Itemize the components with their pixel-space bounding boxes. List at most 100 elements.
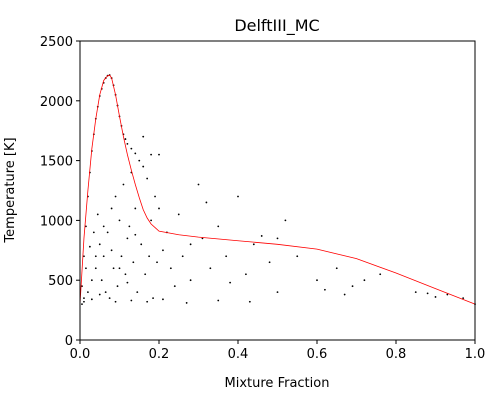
scatter-point [156,261,158,264]
scatter-point [158,207,160,210]
scatter-point [434,296,437,298]
scatter-point [90,279,93,282]
scatter-point [268,261,271,264]
scatter-point [142,165,145,168]
x-axis-label: Mixture Fraction [225,376,330,391]
y-tick-label: 0 [65,334,73,349]
scatter-point [102,255,105,258]
y-tick-label: 2500 [40,35,73,50]
scatter-point [126,142,129,145]
scatter-point [426,292,429,295]
scatter-point [154,195,156,198]
scatter-point [343,293,346,296]
scatter-point [83,297,85,300]
scatter-point [83,300,85,303]
scatter-point [237,195,239,198]
scatter-point [148,255,151,258]
scatter-point [104,291,107,294]
scatter-point [124,273,127,276]
scatter-point [110,249,113,252]
scatter-point [209,267,212,270]
scatter-point [136,291,139,294]
scatter-point [245,273,247,276]
scatter-point [90,298,93,301]
scatter-point [130,147,133,150]
line [79,74,476,305]
scatter-point [138,159,141,162]
scatter-point [118,219,121,222]
scatter-point [98,293,101,296]
scatter-point [217,299,220,302]
scatter-point [116,285,119,288]
y-tick-label: 1500 [40,155,73,170]
x-tick-label: 0.8 [386,347,407,362]
scatter-point [134,233,137,236]
scatter-point [100,279,103,282]
scatter-point [102,225,105,228]
scatter-point [85,225,87,228]
plot-frame [79,40,476,341]
scatter-point [316,279,318,282]
scatter-point [126,237,129,240]
scatter-point [158,153,160,156]
chart-title: DelftIII_MC [234,16,319,36]
scatter-point [110,207,113,210]
scatter-point [296,255,299,258]
scatter-point [189,279,192,282]
scatter-point [114,195,117,198]
scatter-point [152,297,154,300]
scatter-point [462,297,465,300]
scatter-point [260,235,263,237]
scatter-point [335,267,338,270]
x-tick-label: 0.2 [149,347,170,362]
scatter-point [112,267,115,270]
scatter-point [197,183,200,186]
scatter-point [284,219,287,222]
scatter-point [142,135,145,138]
scatter-point [114,300,117,303]
scatter-point [229,281,232,284]
scatter-point [185,302,188,304]
scatter-point [169,267,172,270]
scatter-point [324,288,326,291]
x-tick-label: 0.0 [70,347,91,362]
scatter-point [128,225,131,228]
scatter-point [87,291,89,294]
scatter-point [126,281,129,284]
y-axis-label: Temperature [K] [3,137,18,243]
x-tick-label: 1.0 [465,347,486,362]
scatter-point [146,177,149,180]
scatter-point [173,285,176,288]
scatter-point [140,243,143,246]
scatter-point [96,213,99,216]
scatter-point [150,219,153,222]
scatter-point [98,243,101,246]
scatter-point [225,255,228,258]
scatter-point [414,291,417,294]
y-tick-label: 1000 [40,214,73,229]
scatter-point [379,273,382,276]
scatter-point [94,267,97,270]
scatter-point [81,303,83,306]
scatter-point [189,243,192,246]
scatter-point [146,300,149,303]
scatter-point [83,255,85,258]
scatter-point [162,249,164,252]
scatter-point [205,201,208,204]
scatter-point [144,273,147,276]
scatter-point [252,243,255,246]
scatter-point [85,267,87,270]
scatter-point [120,255,123,258]
scatter-point [363,279,366,282]
scatter-point [276,291,279,294]
scatter-point [177,213,180,216]
y-tick-label: 500 [48,274,73,289]
scatter-point [92,231,95,234]
scatter-point [122,183,125,186]
scatter-point [248,300,251,303]
scatter-point [88,245,91,248]
scatter-point [162,298,164,301]
scatter-point [94,255,97,258]
scatter-point [134,152,137,155]
